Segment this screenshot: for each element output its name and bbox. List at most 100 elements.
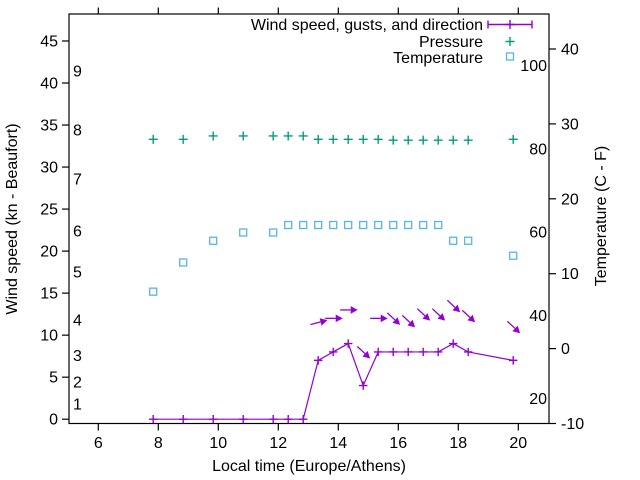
arrow-tail xyxy=(401,314,411,324)
legend: Wind speed, gusts, and direction Pressur… xyxy=(251,17,483,67)
gust-direction-arrow xyxy=(401,314,416,328)
fahrenheit-label: 60 xyxy=(529,225,547,242)
temperature-point xyxy=(239,228,248,237)
x-tick-label: 16 xyxy=(389,435,407,452)
arrow-head xyxy=(452,304,461,313)
legend-label-temperature: Temperature xyxy=(393,50,483,67)
gust-direction-arrow xyxy=(370,314,388,323)
kn-tick-label: 20 xyxy=(40,244,58,261)
wind-point xyxy=(239,415,248,424)
x-tick-label: 10 xyxy=(209,435,227,452)
x-tick-label: 18 xyxy=(449,435,467,452)
temperature-point xyxy=(404,220,413,230)
arrow-tail xyxy=(356,346,366,355)
arrow-tail xyxy=(446,299,456,308)
kn-tick-label: 40 xyxy=(40,76,58,93)
pressure-point xyxy=(238,131,248,141)
wind-point xyxy=(329,347,338,357)
temperature-point xyxy=(389,220,398,230)
wind-point xyxy=(389,347,398,357)
temperature-point xyxy=(284,220,293,230)
wind-point xyxy=(419,347,428,357)
wind-point xyxy=(404,347,413,357)
temperature-point xyxy=(464,236,473,245)
arrow-head xyxy=(467,314,476,323)
celsius-tick-label: 10 xyxy=(561,266,579,283)
kn-tick-label: 10 xyxy=(40,328,58,345)
x-tick-label: 20 xyxy=(509,435,527,452)
wind-point xyxy=(344,339,353,348)
kn-tick-label: 5 xyxy=(49,370,58,387)
gust-direction-arrow xyxy=(356,346,371,359)
temperature-point xyxy=(149,287,158,296)
beaufort-label: 8 xyxy=(73,123,82,140)
legend-temperature-sample xyxy=(505,52,515,61)
fahrenheit-label: 20 xyxy=(529,391,547,408)
celsius-tick-label: 40 xyxy=(561,42,579,59)
pressure-point xyxy=(508,134,518,144)
pressure-point xyxy=(178,134,188,144)
gust-direction-arrow xyxy=(461,309,476,323)
pressure-point xyxy=(358,134,368,144)
legend-label-wind: Wind speed, gusts, and direction xyxy=(251,17,483,34)
arrow-tail xyxy=(506,320,516,329)
gust-direction-arrow xyxy=(325,314,343,323)
wind-point xyxy=(374,347,383,357)
arrow-tail xyxy=(431,308,441,317)
wind-point xyxy=(179,415,188,424)
pressure-point xyxy=(313,134,323,144)
fahrenheit-label: 80 xyxy=(529,141,547,158)
legend-pressure-sample xyxy=(505,37,515,46)
arrow-head xyxy=(512,325,521,334)
wind-point xyxy=(509,356,518,365)
beaufort-label: 5 xyxy=(73,265,82,282)
wind-point xyxy=(149,415,158,424)
temperature-point xyxy=(449,236,458,245)
pressure-point xyxy=(388,135,398,145)
left-axis-title: Wind speed (kn - Beaufort) xyxy=(4,123,21,314)
beaufort-label: 4 xyxy=(73,313,82,330)
celsius-tick-label: -10 xyxy=(561,416,584,433)
celsius-tick-label: 20 xyxy=(561,191,579,208)
gust-direction-arrow xyxy=(446,299,461,313)
temperature-point xyxy=(329,220,338,230)
temperature-point xyxy=(359,220,368,230)
arrow-head xyxy=(335,314,343,323)
fahrenheit-label: 100 xyxy=(520,58,547,75)
axis-ticks xyxy=(62,7,556,431)
pressure-point xyxy=(283,131,293,141)
arrow-tail xyxy=(461,309,471,318)
arrow-head xyxy=(407,319,416,328)
pressure-point xyxy=(403,135,413,145)
gust-direction-arrow xyxy=(431,308,446,321)
pressure-point xyxy=(448,135,458,145)
pressure-point xyxy=(418,135,428,145)
fahrenheit-label: 40 xyxy=(529,308,547,325)
pressure-point xyxy=(268,131,278,141)
wind-point xyxy=(209,415,218,424)
wind-point xyxy=(284,415,293,424)
beaufort-label: 3 xyxy=(73,348,82,365)
x-tick-label: 14 xyxy=(329,435,347,452)
celsius-tick-label: 30 xyxy=(561,116,579,133)
pressure-point xyxy=(373,134,383,144)
x-axis-title: Local time (Europe/Athens) xyxy=(212,458,406,475)
pressure-point xyxy=(148,134,158,144)
wind-point xyxy=(314,356,323,365)
temperature-point xyxy=(314,220,323,230)
arrow-head xyxy=(380,314,388,323)
pressure-point xyxy=(298,131,308,141)
arrow-tail xyxy=(416,308,426,317)
right-axis-title: Temperature (C - F) xyxy=(593,146,610,286)
temperature-point xyxy=(509,251,518,260)
temperature-point xyxy=(209,236,218,245)
kn-tick-label: 30 xyxy=(40,160,58,177)
arrow-head xyxy=(362,350,371,359)
arrow-head xyxy=(422,313,431,321)
legend-label-pressure: Pressure xyxy=(419,34,483,51)
gust-direction-arrow xyxy=(340,306,358,314)
pressure-point xyxy=(433,135,443,145)
beaufort-label: 2 xyxy=(73,375,82,392)
gust-direction-arrow xyxy=(310,318,328,326)
